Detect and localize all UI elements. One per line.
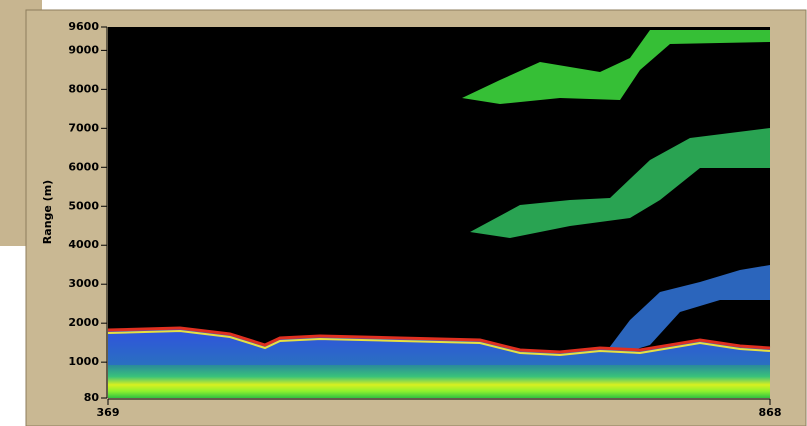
echo-edge [107,326,771,354]
y-tick-label: 80 [84,391,100,404]
x-tick-label: 868 [759,406,782,419]
y-tick-label: 6000 [68,160,99,173]
y-tick-label: 3000 [68,277,99,290]
y-tick-label: 9600 [68,20,99,33]
intensity-image [107,30,771,398]
echo-edge [107,329,771,357]
y-tick-label: 8000 [68,82,99,95]
y-tick-label: 1000 [68,355,99,368]
y-axis-label: Range (m) [41,180,54,244]
y-tick-label: 5000 [68,199,99,212]
ground-band [108,365,770,398]
echo-layer [108,328,770,365]
x-tick-label: 369 [97,406,120,419]
y-tick-label: 7000 [68,121,99,134]
echo-layer [600,265,770,360]
y-tick-label: 9000 [68,43,99,56]
echo-layer [470,128,770,238]
echo-layer [462,30,770,104]
y-tick-label: 2000 [68,316,99,329]
y-tick-label: 4000 [68,238,99,251]
